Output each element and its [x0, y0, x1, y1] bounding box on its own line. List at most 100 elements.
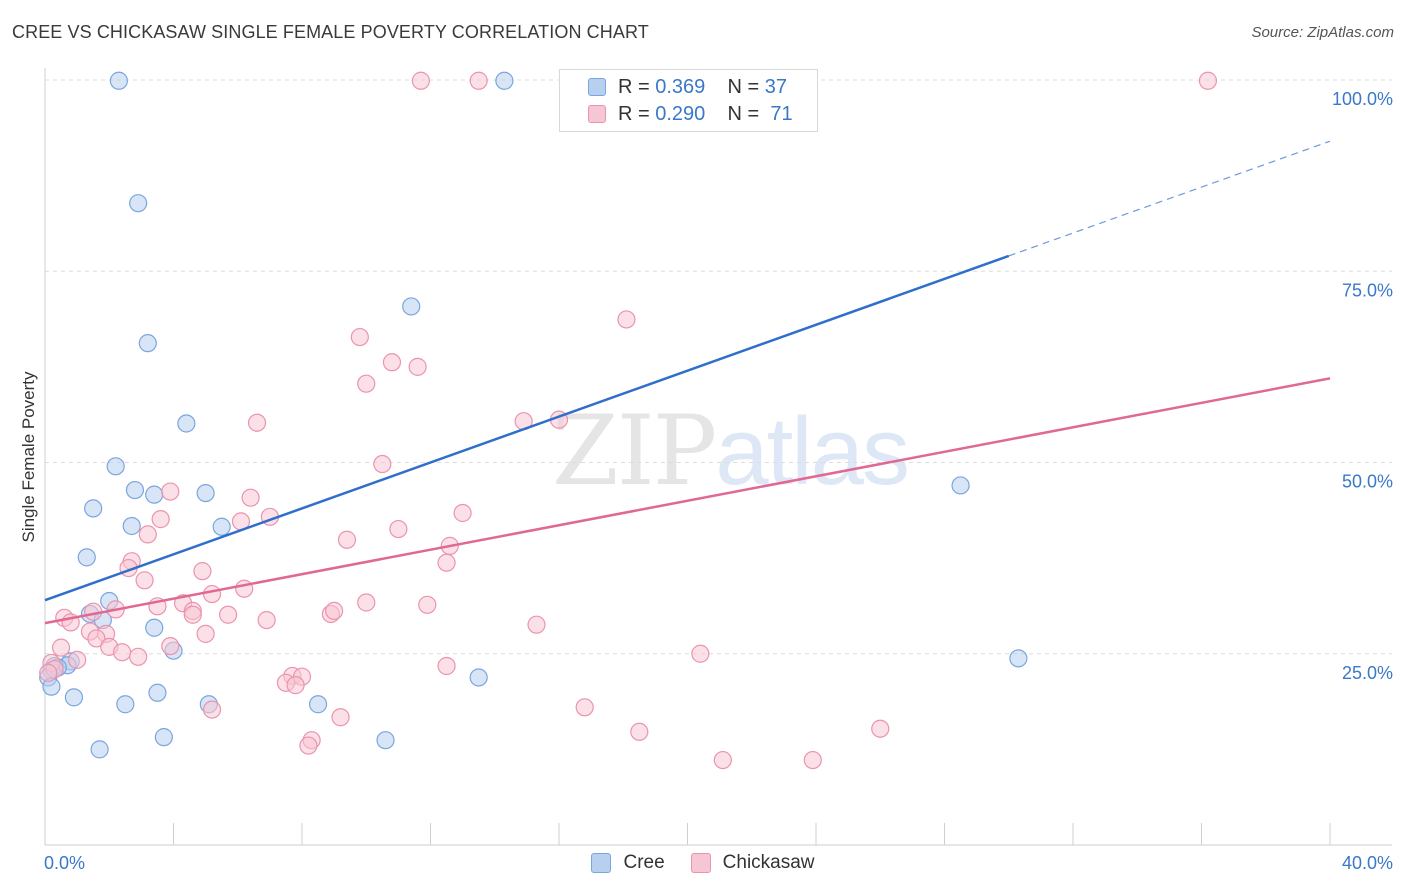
- cree-trendline: [44, 254, 1010, 602]
- chickasaw-point: [135, 571, 154, 590]
- chart-title: CREE VS CHICKASAW SINGLE FEMALE POVERTY …: [12, 22, 649, 42]
- chickasaw-point: [325, 601, 344, 621]
- chickasaw-n-value: 71: [770, 102, 793, 125]
- cree-swatch: [588, 78, 606, 96]
- x-tick-label-min: 0.0%: [44, 853, 85, 873]
- cree-point: [106, 457, 125, 476]
- y-axis-label: Single Female Poverty: [19, 371, 38, 543]
- cree-point: [495, 71, 514, 90]
- stats-legend: R = 0.369 N = 37 R = 0.290 N = 71: [559, 69, 818, 132]
- legend-row-cree: R = 0.369 N = 37: [588, 74, 787, 100]
- cree-point: [77, 548, 96, 567]
- legend-chickasaw-swatch: [690, 853, 711, 873]
- chickasaw-swatch: [588, 105, 606, 123]
- chickasaw-point: [196, 624, 215, 643]
- chickasaw-point: [193, 562, 212, 581]
- chickasaw-point: [299, 736, 318, 755]
- chickasaw-r-label: R =: [618, 102, 650, 125]
- chickasaw-point: [112, 643, 132, 662]
- chickasaw-point: [357, 593, 376, 612]
- cree-point: [122, 516, 141, 536]
- cree-point: [469, 668, 488, 687]
- trendlines-layer: [44, 140, 1331, 625]
- chickasaw-point: [257, 610, 276, 630]
- cree-point: [376, 731, 395, 750]
- legend-chickasaw-label: Chickasaw: [722, 852, 815, 873]
- watermark-atlas: atlas: [715, 398, 910, 505]
- grid-layer: [45, 79, 1392, 655]
- chickasaw-point: [39, 663, 58, 682]
- chickasaw-point: [337, 530, 357, 549]
- source-credit: Source: ZipAtlas.com: [1251, 24, 1394, 41]
- chickasaw-point: [51, 638, 71, 657]
- y-tick-label: 25.0%: [1342, 663, 1393, 683]
- cree-point: [125, 480, 145, 500]
- series-legend: Cree Chickasaw: [0, 852, 1406, 874]
- cree-point: [402, 297, 421, 316]
- axes-layer: [44, 68, 1392, 846]
- chickasaw-point: [871, 719, 890, 738]
- chickasaw-point: [382, 353, 402, 372]
- labels-layer: 25.0% 50.0% 75.0% 100.0% 0.0% 40.0% Single Fem…: [19, 89, 1393, 873]
- chickasaw-point: [151, 510, 170, 529]
- chickasaw-point: [411, 71, 430, 90]
- chickasaw-point: [286, 676, 305, 695]
- chickasaw-point: [418, 595, 437, 614]
- y-tick-label: 100.0%: [1332, 89, 1393, 109]
- chickasaw-point: [373, 454, 392, 474]
- legend-item-chickasaw: Chickasaw: [690, 852, 815, 874]
- legend-row-chickasaw: R = 0.290 N = 71: [588, 101, 793, 127]
- cree-n-label: N =: [727, 75, 760, 98]
- chickasaw-point: [408, 357, 427, 376]
- cree-r-value: 0.369: [655, 75, 706, 98]
- cree-point: [154, 728, 173, 747]
- chickasaw-point: [630, 722, 649, 741]
- chickasaw-point: [803, 750, 822, 770]
- legend-item-cree: Cree: [591, 852, 665, 874]
- cree-point: [145, 485, 164, 504]
- cree-point: [145, 618, 164, 637]
- chickasaw-point: [202, 700, 222, 719]
- chickasaw-point: [350, 327, 369, 347]
- chickasaw-point: [527, 615, 546, 634]
- y-tick-label: 50.0%: [1342, 472, 1393, 492]
- chickasaw-point: [357, 374, 376, 393]
- chickasaw-r-value: 0.290: [655, 102, 706, 125]
- y-tick-label: 75.0%: [1342, 280, 1393, 300]
- cree-point: [177, 414, 196, 433]
- x-tick-label-max: 40.0%: [1342, 853, 1393, 873]
- chickasaw-point: [331, 708, 350, 727]
- chickasaw-point: [241, 488, 260, 507]
- watermark-zip: ZIP: [552, 395, 717, 507]
- chickasaw-point: [389, 519, 408, 539]
- chickasaw-point: [235, 579, 254, 598]
- chickasaw-point: [247, 413, 267, 432]
- cree-n-value: 37: [764, 75, 788, 98]
- chickasaw-point: [617, 310, 636, 329]
- chickasaw-point: [161, 482, 180, 501]
- cree-point: [90, 740, 109, 759]
- cree-point: [148, 683, 167, 702]
- chickasaw-point: [437, 656, 456, 676]
- cree-point: [129, 194, 148, 213]
- chickasaw-point: [219, 605, 238, 624]
- chickasaw-point: [469, 71, 488, 90]
- points-layer: [39, 71, 1218, 770]
- chickasaw-n-label: N =: [727, 102, 760, 125]
- cree-point: [1009, 649, 1028, 668]
- chickasaw-point: [691, 644, 710, 663]
- legend-cree-label: Cree: [623, 852, 665, 873]
- cree-point: [116, 695, 135, 714]
- chickasaw-point: [1198, 71, 1218, 90]
- cree-point: [64, 688, 84, 707]
- cree-point: [308, 695, 328, 714]
- chickasaw-point: [87, 629, 106, 648]
- chickasaw-trendline: [44, 377, 1331, 625]
- chickasaw-point: [713, 750, 732, 770]
- chickasaw-point: [183, 605, 202, 624]
- chickasaw-point: [453, 503, 472, 523]
- cree-point: [212, 517, 231, 536]
- cree-point: [109, 71, 128, 90]
- chickasaw-point: [202, 584, 222, 604]
